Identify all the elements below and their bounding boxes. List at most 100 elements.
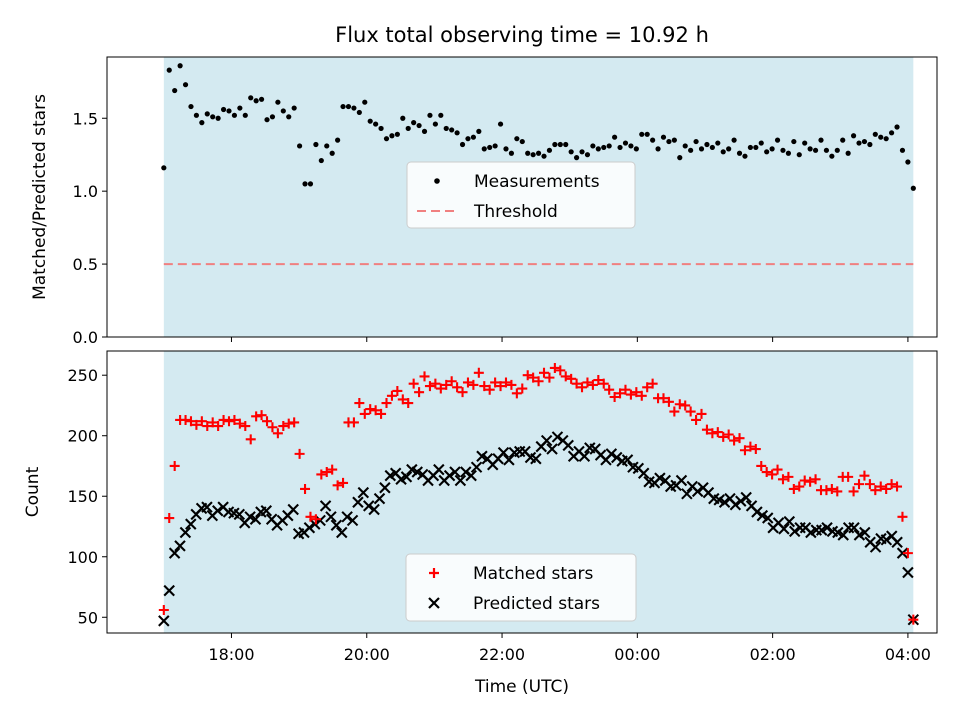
matched-point	[305, 511, 316, 522]
matched-point	[435, 383, 446, 394]
predicted-point	[212, 505, 224, 517]
measurement-point	[459, 141, 466, 148]
bottom-legend: Matched stars Predicted stars	[405, 553, 637, 622]
predicted-point	[179, 526, 192, 539]
measurement-point	[318, 157, 324, 164]
matched-point	[685, 406, 696, 417]
matched-point	[169, 460, 180, 471]
measurement-point	[329, 150, 335, 156]
measurement-point	[655, 146, 661, 152]
measurement-point	[324, 143, 330, 149]
predicted-point	[503, 454, 515, 466]
measurement-point	[362, 99, 368, 105]
predicted-point	[788, 525, 801, 538]
measurement-point	[818, 137, 824, 143]
measurement-point	[313, 141, 319, 148]
predicted-point	[880, 534, 893, 546]
measurement-point	[812, 147, 819, 153]
measurement-point	[530, 152, 536, 158]
matched-point	[826, 483, 837, 494]
matched-point	[278, 421, 289, 432]
matched-point	[511, 388, 522, 399]
measurement-point	[182, 82, 189, 88]
matched-points	[158, 362, 919, 625]
measurement-point	[351, 105, 357, 111]
predicted-point	[761, 512, 774, 524]
measurement-point	[753, 144, 759, 151]
measurement-point	[508, 150, 515, 156]
matched-point	[674, 399, 685, 410]
legend-predicted-marker	[428, 597, 440, 609]
measurement-point	[742, 153, 748, 159]
matched-point	[739, 445, 750, 456]
measurement-point	[650, 137, 656, 143]
predicted-point	[902, 566, 914, 579]
measurement-point	[161, 165, 167, 171]
predicted-point	[379, 482, 391, 494]
matched-point	[902, 548, 913, 559]
measurement-point	[688, 147, 694, 153]
matched-point	[490, 377, 501, 388]
matched-point	[756, 460, 767, 471]
bottom-y-tick-label: 250	[67, 366, 98, 385]
measurement-point	[449, 127, 455, 133]
predicted-point	[546, 443, 558, 455]
matched-point	[495, 381, 506, 392]
measurement-point	[356, 109, 362, 116]
measurement-point	[617, 144, 623, 151]
top-y-tick-label: 1.5	[73, 109, 98, 128]
matched-point	[636, 390, 647, 401]
matched-point	[441, 379, 452, 390]
matched-point	[348, 417, 359, 428]
measurement-point	[834, 147, 840, 153]
chart-title: Flux total observing time = 10.92 h	[335, 23, 709, 47]
measurement-point	[660, 134, 667, 140]
measurement-point	[275, 99, 281, 105]
measurement-point	[883, 136, 889, 142]
matched-point	[799, 475, 810, 486]
measurement-point	[552, 141, 558, 148]
matched-point	[631, 387, 642, 398]
x-axis-label: Time (UTC)	[474, 677, 569, 697]
predicted-point	[168, 547, 181, 559]
matched-point	[767, 469, 778, 480]
matched-point	[788, 483, 799, 494]
matched-point	[783, 471, 794, 482]
measurement-point	[541, 153, 547, 159]
matched-point	[359, 408, 370, 419]
measurement-point	[432, 121, 438, 127]
predicted-point	[691, 485, 704, 498]
matched-point	[430, 378, 441, 389]
bottom-y-tick-label: 50	[78, 608, 98, 627]
measurement-point	[427, 112, 433, 118]
matched-point	[647, 378, 658, 389]
matched-point	[892, 481, 903, 492]
matched-point	[386, 390, 397, 401]
measurement-point	[905, 159, 911, 165]
measurement-point	[258, 96, 265, 102]
matched-point	[207, 417, 218, 428]
measurement-point	[568, 149, 574, 155]
measurement-point	[579, 149, 585, 155]
measurement-point	[421, 128, 428, 134]
matched-point	[240, 421, 251, 432]
matched-point	[729, 435, 740, 446]
measurement-point	[405, 125, 411, 132]
predicted-point	[454, 474, 467, 487]
predicted-point	[443, 469, 456, 482]
measurement-point	[248, 95, 254, 101]
matched-point	[864, 479, 875, 490]
matched-point	[321, 467, 332, 478]
measurement-point	[286, 114, 292, 120]
matched-point	[223, 416, 234, 427]
measurement-point	[400, 115, 406, 121]
matched-point	[604, 384, 615, 395]
predicted-point	[341, 511, 353, 523]
measurement-point	[758, 140, 764, 146]
matched-point	[365, 404, 376, 415]
matched-point	[484, 384, 495, 395]
matched-point	[555, 365, 566, 376]
x-tick-label: 20:00	[344, 645, 390, 664]
matched-point	[202, 421, 213, 432]
